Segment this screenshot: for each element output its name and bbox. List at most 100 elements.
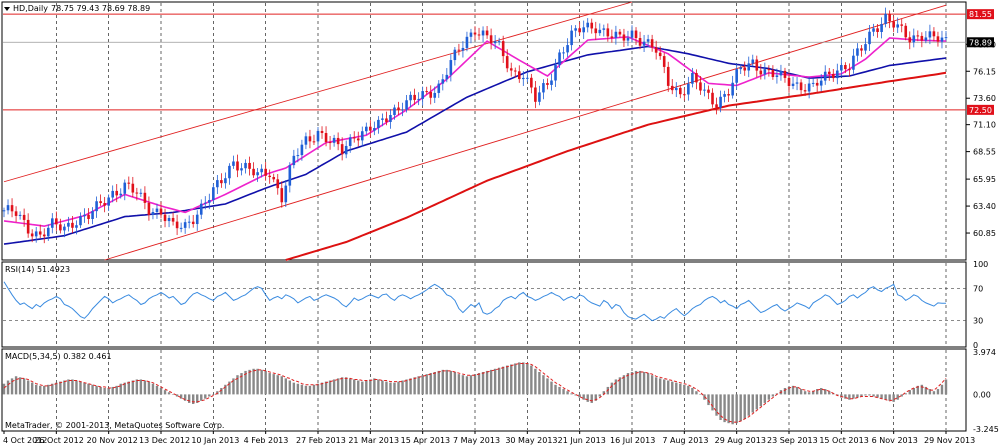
- candle-body: [38, 231, 42, 235]
- candle-up: [554, 58, 557, 87]
- candle-up: [389, 109, 392, 129]
- macd-bar: [405, 379, 408, 395]
- candle-down: [477, 27, 481, 40]
- candle-body: [586, 22, 590, 28]
- macd-bar: [328, 380, 332, 395]
- macd-bar: [163, 390, 167, 395]
- price-levels: [3, 13, 966, 111]
- macd-bar: [807, 392, 811, 395]
- macd-bar: [711, 394, 714, 411]
- macd-histogram: [2, 362, 948, 425]
- candle-down: [171, 212, 175, 226]
- main-panel: 60.8563.4065.9568.5571.1073.6076.1578.70…: [1, 1, 996, 261]
- candle-up: [212, 183, 215, 204]
- macd-bar: [449, 370, 453, 395]
- candle-body: [860, 48, 863, 51]
- triangle-down-icon[interactable]: [4, 7, 10, 11]
- macd-bar: [586, 394, 589, 402]
- candle-up: [626, 30, 630, 47]
- candle-up: [884, 7, 887, 28]
- candle-body: [779, 70, 783, 76]
- macd-bar: [695, 391, 698, 395]
- copyright-text: MetaTrader, © 2001-2013, MetaQuotes Soft…: [5, 421, 224, 430]
- candle-body: [630, 30, 634, 38]
- candle-down: [103, 196, 106, 213]
- candle-down: [699, 76, 702, 95]
- candle-body: [240, 168, 243, 171]
- macd-panel: 3.974 0.00 -3.245 MACD(5,34,5) 0.382 0.461…: [1, 348, 999, 434]
- candle-down: [115, 184, 119, 203]
- candle-body: [775, 75, 779, 78]
- candle-down: [610, 29, 614, 43]
- macd-bar: [155, 385, 159, 395]
- candle-up: [433, 86, 437, 104]
- candle-down: [530, 73, 533, 94]
- macd-bar: [699, 394, 702, 395]
- candle-body: [530, 77, 533, 88]
- candle-body: [79, 216, 82, 226]
- macd-bar: [526, 363, 529, 395]
- candle-down: [397, 101, 400, 116]
- candle-body: [554, 64, 557, 81]
- candle-down: [606, 23, 610, 42]
- candle-body: [562, 52, 565, 54]
- macd-bar: [650, 375, 654, 395]
- candle-body: [360, 131, 364, 141]
- candle-up: [582, 20, 585, 39]
- candle-body: [87, 214, 90, 220]
- macd-bar: [256, 368, 259, 395]
- macd-bar: [224, 384, 227, 395]
- macd-bar: [876, 394, 879, 398]
- candle-down: [920, 32, 924, 48]
- candle-body: [578, 28, 581, 33]
- candle-up: [852, 48, 855, 74]
- candle-down: [546, 78, 549, 90]
- macd-bar: [872, 394, 875, 397]
- x-tick-label: 26 Oct 2012: [34, 436, 83, 445]
- x-tick-label: 23 Sep 2013: [767, 436, 818, 445]
- macd-bar: [107, 387, 110, 395]
- candle-down: [328, 136, 332, 150]
- candle-up: [373, 121, 376, 136]
- macd-bar: [836, 394, 839, 396]
- candle-up: [912, 28, 916, 48]
- rsi-tick-label: 100: [973, 260, 988, 269]
- candle-down: [131, 176, 135, 198]
- macd-bar: [735, 394, 738, 424]
- candle-down: [831, 68, 835, 82]
- macd-bar: [687, 385, 690, 395]
- candle-body: [574, 28, 577, 31]
- candle-up: [123, 179, 127, 201]
- candle-down: [634, 27, 638, 45]
- candle-body: [827, 71, 831, 74]
- price-label-box: [967, 104, 994, 115]
- candle-down: [707, 85, 710, 100]
- candle-down: [42, 228, 46, 244]
- macd-bar: [208, 394, 211, 397]
- candle-body: [940, 37, 944, 42]
- candle-body: [377, 119, 380, 129]
- candle-body: [320, 130, 324, 134]
- macd-bar: [610, 382, 614, 395]
- candle-up: [791, 76, 795, 90]
- macd-bar: [236, 375, 239, 395]
- macd-bar: [618, 377, 622, 395]
- x-tick-label: 6 Nov 2013: [872, 436, 918, 445]
- x-tick-label: 7 Aug 2013: [662, 436, 708, 445]
- macd-bar: [667, 380, 670, 395]
- candle-down: [369, 120, 372, 138]
- candle-body: [6, 205, 10, 211]
- macd-bar: [344, 377, 348, 395]
- candle-body: [489, 35, 493, 44]
- macd-bar: [316, 383, 320, 395]
- x-tick-label: 29 Nov 2013: [924, 436, 975, 445]
- candle-body: [175, 221, 179, 229]
- macd-bar: [433, 371, 436, 395]
- macd-bar: [111, 386, 114, 395]
- macd-bar: [590, 394, 593, 403]
- candle-down: [727, 88, 730, 102]
- macd-bar: [340, 377, 344, 395]
- candle-down: [268, 169, 271, 184]
- candle-up: [453, 47, 457, 66]
- macd-bar: [570, 393, 573, 395]
